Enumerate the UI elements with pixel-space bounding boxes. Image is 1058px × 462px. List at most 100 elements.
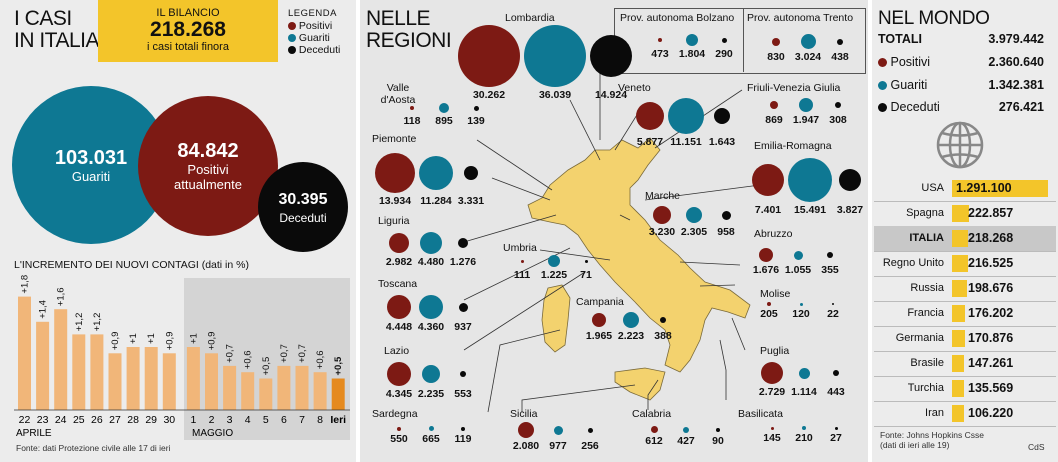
region-name: Lombardia (505, 12, 555, 24)
positivi-circle (458, 25, 520, 87)
guariti-circle (800, 34, 816, 49)
country-value: 176.202 (968, 306, 1014, 320)
bar (259, 378, 273, 410)
guariti-value: 11.151 (670, 136, 702, 148)
positivi-value: 84.842 (177, 140, 239, 162)
positivi-circle (650, 426, 658, 433)
guariti-circle (683, 426, 689, 433)
bilancio-label: IL BILANCIO (156, 7, 220, 19)
positivi-value: 473 (651, 48, 669, 60)
country-bar (952, 280, 967, 297)
region-name: Basilicata (738, 408, 783, 420)
bar (18, 296, 31, 410)
guariti-circle (419, 156, 453, 190)
tick-label: 6 (281, 414, 287, 426)
positivi-circle (387, 362, 411, 386)
country-value: 106.220 (968, 406, 1014, 420)
deceduti-value: 14.924 (594, 89, 628, 101)
guariti-value: 1.114 (791, 386, 817, 398)
mondo-fonte: Fonte: Johns Hopkins Csse (dati di ieri … (880, 430, 984, 450)
deceduti-circle (835, 102, 841, 108)
deceduti-circle (721, 37, 727, 43)
deceduti-circle (590, 35, 632, 77)
tick-label: 22 (19, 414, 31, 426)
bar (313, 372, 327, 410)
bar (277, 365, 291, 410)
country-bar (952, 405, 964, 422)
bar (54, 309, 68, 410)
country-value: 135.569 (968, 381, 1014, 395)
positivi-value: 1.965 (585, 330, 613, 342)
positivi-value: 5.877 (636, 136, 664, 148)
bar (72, 334, 86, 410)
legend-label: Positivi (298, 20, 333, 32)
country-row: USA 1.291.100 (874, 176, 1056, 202)
deceduti-circle (839, 169, 861, 191)
region-name: Piemonte (372, 133, 417, 145)
tick-label: 5 (263, 414, 269, 426)
bar (241, 372, 255, 410)
deceduti-label: Deceduti (279, 210, 327, 225)
positivi-value: 118 (403, 115, 421, 127)
country-value: 170.876 (968, 331, 1014, 345)
positivi-circle (592, 313, 606, 327)
legend-item-positivi: Positivi (288, 20, 340, 32)
sicily-shape (614, 367, 666, 401)
deceduti-circle (460, 371, 466, 377)
bar-value-label: +1 (128, 333, 139, 344)
guariti-value: 15.491 (793, 204, 827, 216)
bar-value-label: +1,8 (20, 275, 31, 294)
deceduti-circle (721, 210, 731, 220)
deceduti-circle (833, 370, 839, 376)
bar-chart: +1,822+1,423+1,624+1,225+1,226+0,927+128… (14, 275, 350, 440)
positivi-value: 2.982 (385, 256, 413, 268)
country-row: Francia 176.202 (874, 301, 1056, 327)
country-row: Iran 106.220 (874, 401, 1056, 427)
deceduti-circle (827, 252, 833, 258)
deceduti-circle (832, 303, 834, 305)
guariti-circle (623, 312, 639, 328)
country-name: Brasile (910, 357, 944, 369)
bar (126, 347, 140, 410)
positivi-circle (761, 362, 783, 384)
bar (331, 378, 345, 410)
country-bar (952, 230, 969, 247)
guariti-circle (798, 367, 810, 379)
legend-item-deceduti: Deceduti (288, 44, 340, 56)
positivi-dot-icon (288, 22, 296, 31)
deceduti-value: 438 (831, 51, 849, 63)
deceduti-circle (458, 238, 468, 248)
mondo-totali-row: TOTALI 3.979.442 (878, 32, 1052, 46)
deceduti-value: 22 (827, 308, 839, 320)
guariti-value: 2.305 (680, 226, 708, 238)
bar-value-label: +0,5 (333, 356, 344, 375)
tick-label: Ieri (330, 414, 346, 426)
deceduti-dot-icon (878, 103, 887, 113)
tick-label: 7 (299, 414, 305, 426)
tick-label: 24 (55, 414, 67, 426)
guariti-circle (802, 426, 806, 430)
guariti-value: 103.031 (54, 146, 128, 169)
country-value: 222.857 (968, 206, 1014, 220)
positivi-bubble: 84.842 Positivi attualmente (138, 96, 278, 236)
mondo-positivi-row: Positivi 2.360.640 (878, 55, 1052, 69)
deceduti-circle (587, 427, 593, 433)
deceduti-value: 119 (454, 433, 472, 445)
region-name: Lazio (384, 345, 410, 357)
deceduti-value: 1.643 (708, 136, 736, 148)
legend-item-guariti: Guariti (288, 32, 340, 44)
region-name: Friuli-Venezia Giulia (747, 82, 841, 94)
region-name: Calabria (632, 408, 672, 420)
legend-title: LEGENDA (288, 8, 337, 19)
guariti-circle (799, 302, 803, 306)
country-name: Francia (907, 307, 944, 319)
bar-value-label: +0,7 (297, 344, 308, 363)
mondo-fonte-line2: (dati di ieri alle 19) (880, 440, 950, 450)
region-name: Sardegna (372, 408, 418, 420)
chart-title: L'INCREMENTO DEI NUOVI CONTAGI (dati in … (14, 259, 249, 271)
bar (162, 353, 176, 410)
deceduti-circle (464, 166, 478, 180)
guariti-circle (799, 98, 813, 112)
guariti-value: 665 (422, 433, 440, 445)
